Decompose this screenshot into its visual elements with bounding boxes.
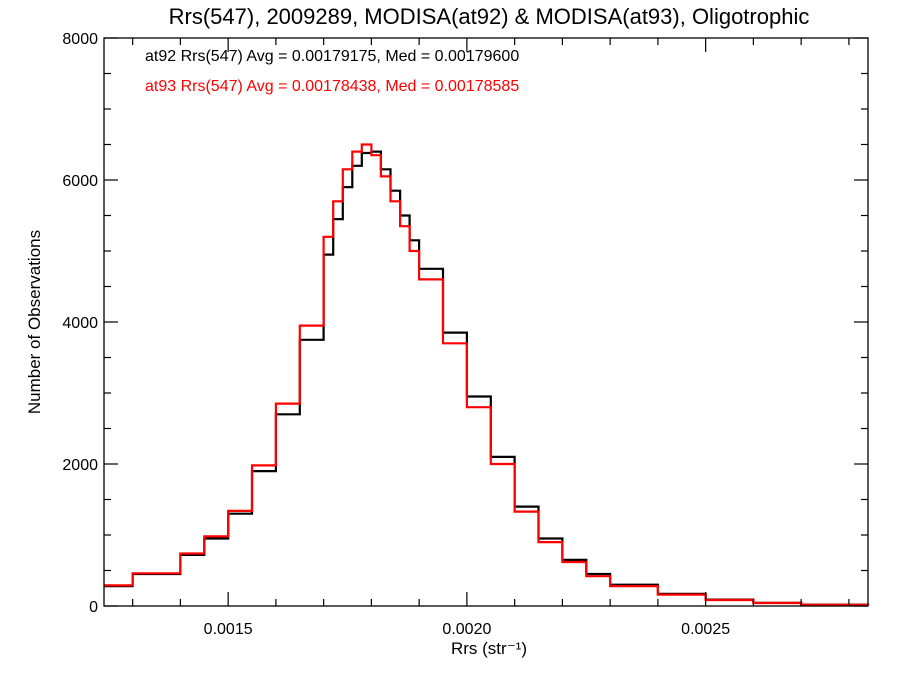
series-layer [104, 143, 870, 606]
y-tick-label: 4000 [62, 315, 98, 332]
y-tick-label: 2000 [62, 457, 98, 474]
legend-at92: at92 Rrs(547) Avg = 0.00179175, Med = 0.… [145, 48, 519, 65]
series-at93-line [104, 143, 870, 606]
x-tick-label: 0.0025 [681, 621, 730, 638]
x-tick-label: 0.0020 [442, 621, 491, 638]
y-tick-label: 0 [89, 599, 98, 616]
y-tick-label: 8000 [62, 31, 98, 48]
plot-frame [103, 37, 869, 607]
legend-at93: at93 Rrs(547) Avg = 0.00178438, Med = 0.… [145, 78, 519, 95]
chart-title: Rrs(547), 2009289, MODISA(at92) & MODISA… [169, 4, 810, 29]
x-axis-label: Rrs (str⁻¹) [451, 639, 527, 658]
y-tick-label: 6000 [62, 173, 98, 190]
x-tick-label: 0.0015 [204, 621, 253, 638]
y-axis-label: Number of Observations [25, 230, 44, 414]
ticks-layer: 0 2000 4000 6000 8000 0.0015 0.0020 0.0025 [62, 31, 868, 638]
